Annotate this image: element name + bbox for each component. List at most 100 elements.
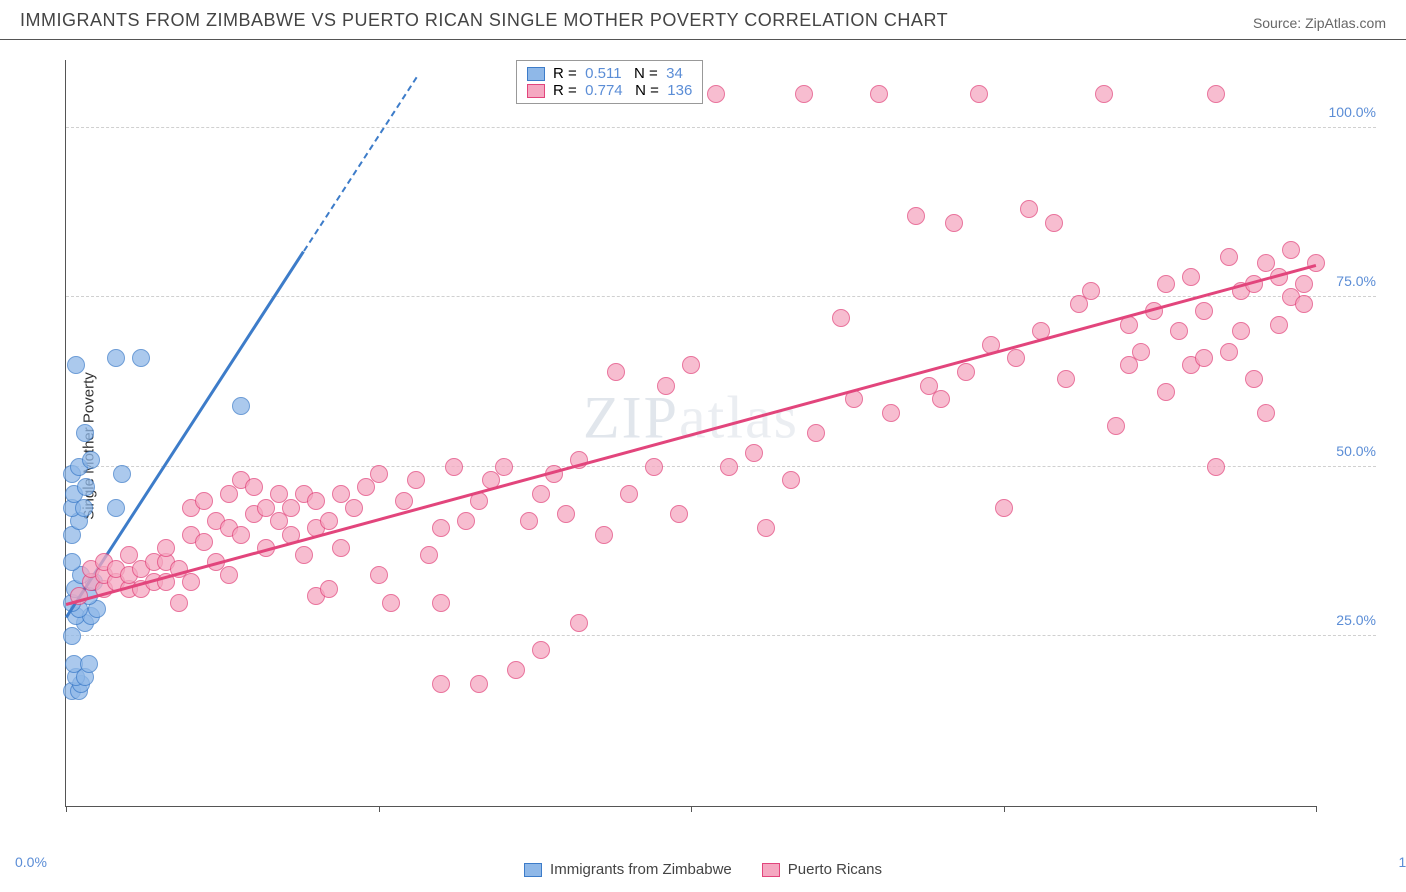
data-point <box>1207 85 1225 103</box>
data-point <box>557 505 575 523</box>
data-point <box>495 458 513 476</box>
data-point <box>80 655 98 673</box>
data-point <box>76 424 94 442</box>
data-point <box>932 390 950 408</box>
x-tick <box>1004 806 1005 812</box>
x-tick <box>1316 806 1317 812</box>
data-point <box>132 349 150 367</box>
data-point <box>320 580 338 598</box>
data-point <box>295 546 313 564</box>
data-point <box>445 458 463 476</box>
data-point <box>470 675 488 693</box>
legend-swatch <box>527 67 545 81</box>
data-point <box>432 594 450 612</box>
data-point <box>107 499 125 517</box>
data-point <box>195 492 213 510</box>
chart-title: IMMIGRANTS FROM ZIMBABWE VS PUERTO RICAN… <box>20 10 948 31</box>
data-point <box>77 478 95 496</box>
data-point <box>420 546 438 564</box>
gridline-h <box>66 635 1376 636</box>
data-point <box>1132 343 1150 361</box>
data-point <box>67 356 85 374</box>
data-point <box>1307 254 1325 272</box>
data-point <box>1195 349 1213 367</box>
data-point <box>1195 302 1213 320</box>
data-point <box>870 85 888 103</box>
data-point <box>1045 214 1063 232</box>
data-point <box>1207 458 1225 476</box>
chart-header: IMMIGRANTS FROM ZIMBABWE VS PUERTO RICAN… <box>0 0 1406 40</box>
data-point <box>1220 343 1238 361</box>
data-point <box>882 404 900 422</box>
data-point <box>832 309 850 327</box>
legend-label: Puerto Ricans <box>788 861 882 878</box>
data-point <box>720 458 738 476</box>
data-point <box>345 499 363 517</box>
data-point <box>1057 370 1075 388</box>
data-point <box>1107 417 1125 435</box>
data-point <box>1232 322 1250 340</box>
data-point <box>1182 268 1200 286</box>
data-point <box>232 526 250 544</box>
data-point <box>1082 282 1100 300</box>
data-point <box>1270 316 1288 334</box>
data-point <box>1295 295 1313 313</box>
data-point <box>1295 275 1313 293</box>
data-point <box>907 207 925 225</box>
data-point <box>657 377 675 395</box>
data-point <box>232 397 250 415</box>
data-point <box>745 444 763 462</box>
data-point <box>970 85 988 103</box>
data-point <box>807 424 825 442</box>
data-point <box>782 471 800 489</box>
data-point <box>620 485 638 503</box>
data-point <box>795 85 813 103</box>
x-tick <box>691 806 692 812</box>
data-point <box>995 499 1013 517</box>
data-point <box>532 641 550 659</box>
legend-swatch <box>524 863 542 877</box>
legend-swatch <box>527 84 545 98</box>
data-point <box>432 519 450 537</box>
data-point <box>757 519 775 537</box>
data-point <box>332 539 350 557</box>
data-point <box>507 661 525 679</box>
data-point <box>645 458 663 476</box>
data-point <box>1282 241 1300 259</box>
data-point <box>532 485 550 503</box>
data-point <box>457 512 475 530</box>
y-tick-label: 100.0% <box>1329 104 1376 120</box>
legend-label: Immigrants from Zimbabwe <box>550 861 732 878</box>
data-point <box>607 363 625 381</box>
data-point <box>1220 248 1238 266</box>
gridline-h <box>66 296 1376 297</box>
data-point <box>63 553 81 571</box>
data-point <box>82 451 100 469</box>
data-point <box>957 363 975 381</box>
legend-item: Immigrants from Zimbabwe <box>524 861 732 878</box>
data-point <box>320 512 338 530</box>
gridline-h <box>66 127 1376 128</box>
legend-item: Puerto Ricans <box>762 861 882 878</box>
data-point <box>157 539 175 557</box>
data-point <box>107 349 125 367</box>
stat-legend-row: R = 0.511 N = 34 <box>527 65 692 82</box>
data-point <box>395 492 413 510</box>
trend-line <box>303 77 417 252</box>
y-tick-label: 50.0% <box>1336 443 1376 459</box>
y-tick-label: 25.0% <box>1336 612 1376 628</box>
data-point <box>182 573 200 591</box>
data-point <box>1095 85 1113 103</box>
trend-line <box>66 263 1317 605</box>
data-point <box>1257 404 1275 422</box>
data-point <box>195 533 213 551</box>
data-point <box>245 478 263 496</box>
data-point <box>570 614 588 632</box>
data-point <box>682 356 700 374</box>
data-point <box>595 526 613 544</box>
data-point <box>520 512 538 530</box>
y-tick-label: 75.0% <box>1336 273 1376 289</box>
data-point <box>1020 200 1038 218</box>
data-point <box>1170 322 1188 340</box>
data-point <box>1007 349 1025 367</box>
